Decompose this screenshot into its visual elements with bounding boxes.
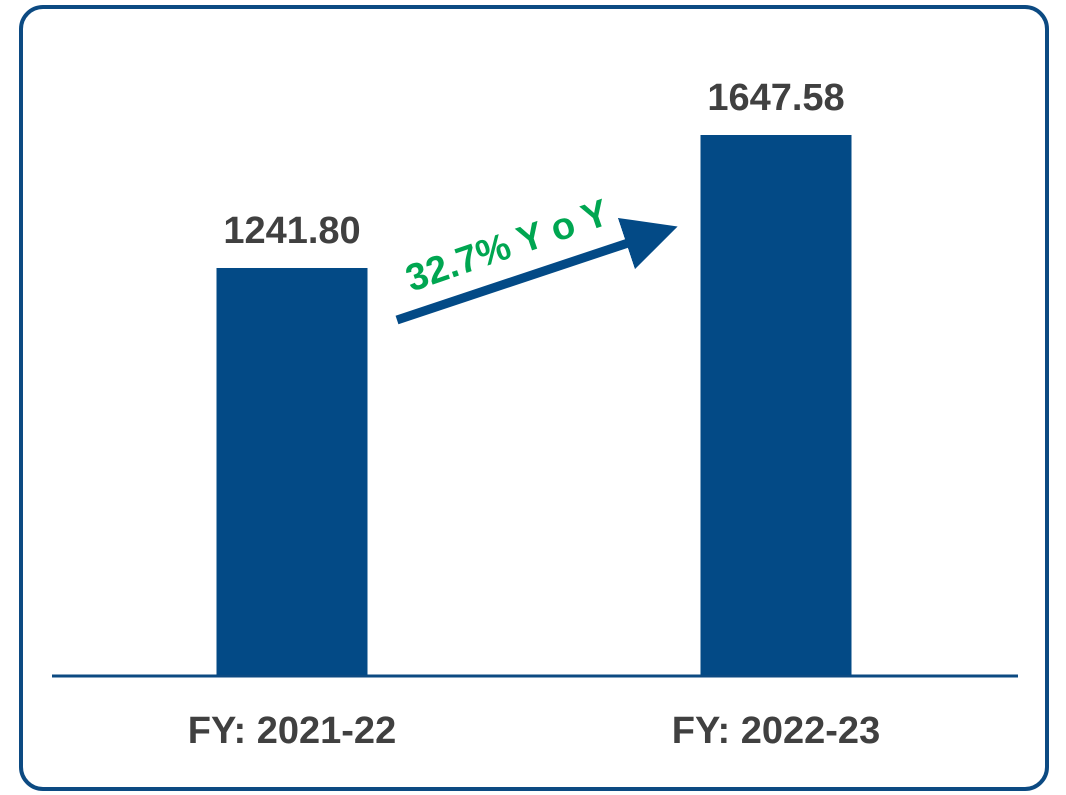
- x-tick-label: FY: 2022-23: [672, 710, 880, 752]
- frame: [19, 5, 1049, 791]
- value-label: 1647.58: [707, 77, 844, 119]
- x-tick-label: FY: 2021-22: [188, 710, 396, 752]
- value-label: 1241.80: [223, 210, 360, 252]
- growth-arrow: [395, 217, 678, 325]
- bar: [700, 135, 852, 675]
- bar: [216, 267, 368, 675]
